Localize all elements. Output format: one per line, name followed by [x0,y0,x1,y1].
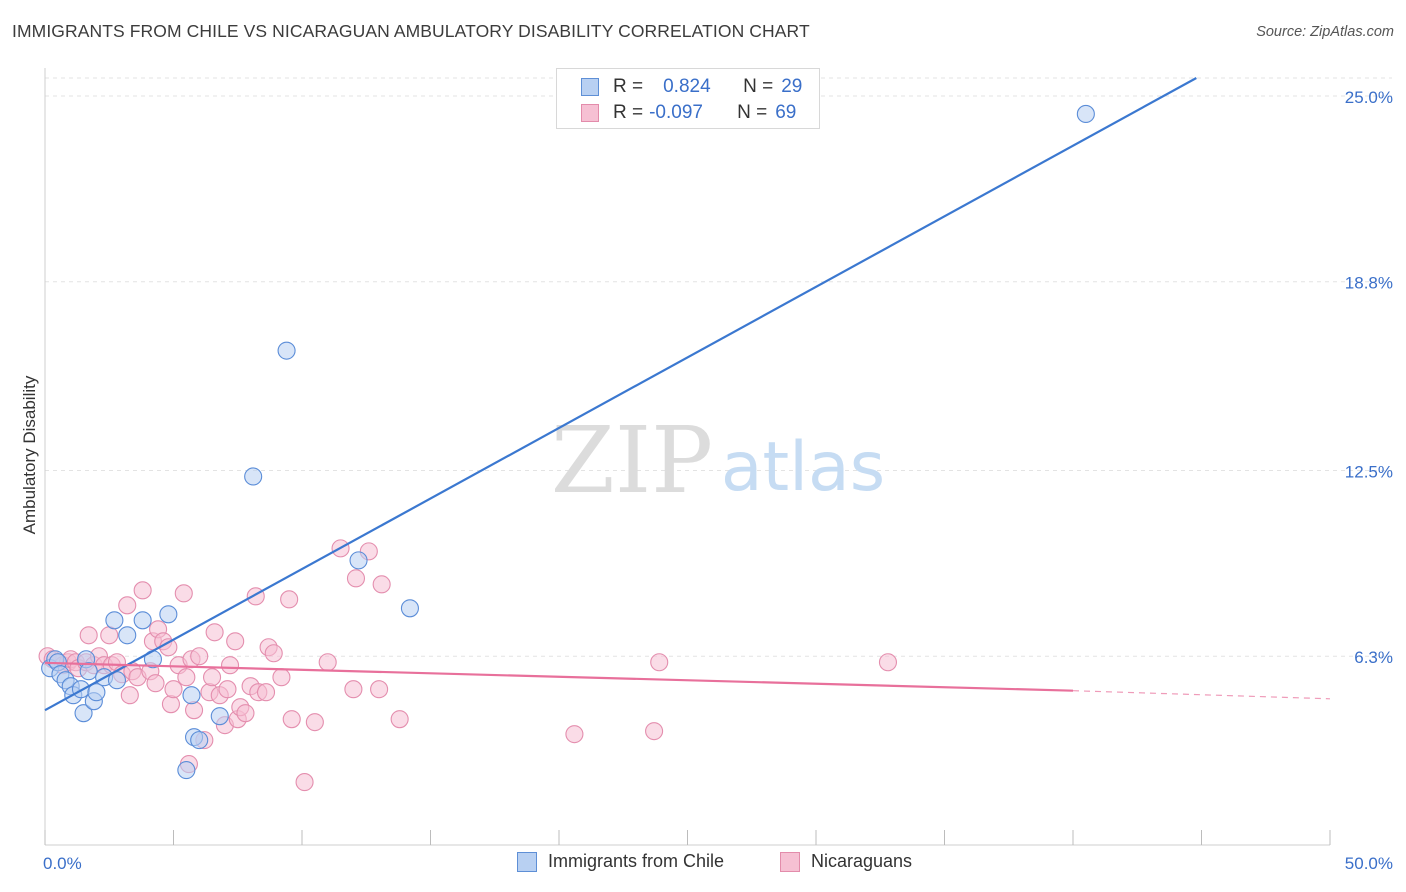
nicaraguans-point [650,653,669,672]
nicaraguans-point [344,680,363,699]
y-tick-label: 18.8% [1345,274,1393,293]
nicaraguans-point [318,653,337,672]
nicaraguans-point [185,701,204,720]
chile-point [133,611,152,630]
nicaraguans-point [878,653,898,672]
nicaraguans-point [236,704,255,723]
legend-n-value: 69 [775,102,797,123]
nicaraguans-point [146,674,165,693]
nicaraguans-trend-line [44,661,1074,692]
chart-title: IMMIGRANTS FROM CHILE VS NICARAGUAN AMBU… [12,21,810,41]
legend-swatch-blue [581,78,599,96]
nicaraguans-point [164,680,183,699]
legend-n-label: N = [743,76,774,97]
chile-point [79,662,98,681]
chile-point [1076,104,1095,124]
bottom-swatch-pink [780,851,800,872]
watermark: ZIP atlas [551,407,885,514]
x-tick-label-min: 0.0% [43,854,82,873]
watermark-zip: ZIP [551,407,713,514]
nicaraguans-point [190,647,209,666]
chile-point [118,626,137,645]
nicaraguans-point [79,626,98,645]
axis-labels: 6.3% 12.5% 18.8% 25.0% 0.0% 50.0% Ambulatory D… [20,88,1393,873]
correlation-legend: R = 0.824 N = 29 R = -0.097 N = 69 [556,68,820,129]
bottom-legend-nicaraguans-label: Nicaraguans [811,851,913,871]
chile-trend-line [44,77,1197,712]
nicaraguans-point [118,596,137,615]
chile-point [400,599,419,618]
bottom-legend-nicaraguans: Nicaraguans [780,851,912,872]
nicaraguans-point [133,581,152,600]
nicaraguans-point [645,722,664,741]
nicaraguans-point [264,644,283,663]
nicaraguans-point [390,710,409,729]
legend-n-value: 29 [781,76,803,97]
nicaraguans-point [565,725,584,744]
nicaraguans-point [370,680,389,699]
legend-r-label: R = [613,102,644,123]
nicaraguans-point [280,590,299,609]
y-tick-label: 12.5% [1345,462,1393,481]
nicaraguans-point [226,632,245,651]
chile-point [277,341,296,360]
chile-point [182,686,201,705]
watermark-atlas: atlas [721,428,885,507]
gridlines [45,77,1392,657]
legend-r-label: R = [613,76,644,97]
nicaraguans-point [282,710,301,729]
y-tick-label: 25.0% [1345,88,1393,107]
bottom-legend-chile: Immigrants from Chile [517,851,724,872]
chile-point [349,551,368,570]
source-label: Source: ZipAtlas.com [1256,24,1394,40]
chile-point [244,467,263,486]
nicaraguans-point [174,584,193,603]
nicaraguans-point [203,668,222,687]
legend-row-chile: R = 0.824 N = 29 [581,76,802,98]
nicaraguans-point [305,713,324,732]
y-axis-title: Ambulatory Disability [20,375,39,534]
legend-row-nicaraguans: R = -0.097 N = 69 [581,102,796,124]
legend-r-value: -0.097 [649,102,703,123]
x-tick-label-max: 50.0% [1345,854,1393,873]
chile-point [87,683,106,702]
chile-point [210,707,229,726]
nicaraguans-point [220,656,240,675]
chile-points [41,104,1095,780]
chile-point [105,611,124,630]
chile-point [177,761,196,780]
nicaraguans-point [120,686,139,705]
nicaraguans-point [177,668,196,687]
nicaraguans-point [295,773,314,792]
legend-swatch-pink [581,104,599,122]
nicaraguans-point [161,695,180,714]
legend-r-value: 0.824 [663,76,711,97]
trend-lines [44,77,1331,712]
chile-point [159,605,178,624]
nicaraguans-point [218,680,237,699]
nicaraguans-trend-extension [1072,690,1331,700]
bottom-legend-chile-label: Immigrants from Chile [548,851,725,871]
axes [44,68,1331,846]
bottom-swatch-blue [517,851,537,872]
nicaraguans-point [346,569,366,588]
nicaraguans-point [372,575,391,594]
nicaraguans-point [205,623,224,642]
chile-point [190,731,209,750]
y-tick-label: 6.3% [1354,648,1393,667]
chile-point [74,704,93,723]
nicaraguans-point [272,668,291,687]
legend-n-label: N = [737,102,768,123]
nicaraguans-point [256,683,276,702]
nicaraguans-point [100,626,119,645]
